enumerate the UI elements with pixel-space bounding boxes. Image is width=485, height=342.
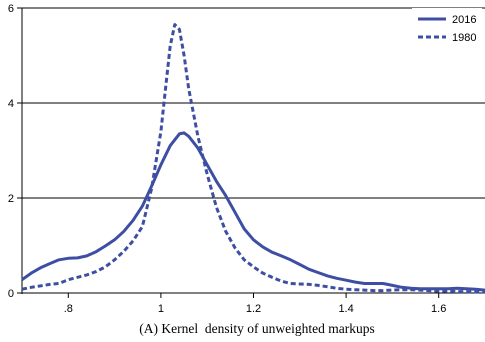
legend-box xyxy=(412,8,482,46)
series-line-2016 xyxy=(21,131,485,292)
x-tick-label-.8: .8 xyxy=(64,303,73,315)
y-tick-label-0: 0 xyxy=(8,288,14,300)
legend: 2016 1980 xyxy=(412,8,482,46)
x-tick-label-1.4: 1.4 xyxy=(338,303,353,315)
legend-label-1980: 1980 xyxy=(452,32,476,44)
series-line-1980 xyxy=(21,23,485,294)
y-tick-label-6: 6 xyxy=(8,3,14,15)
figure-caption: (A) Kernel density of unweighted markups xyxy=(139,321,374,336)
legend-label-2016: 2016 xyxy=(452,14,476,26)
y-tick-label-4: 4 xyxy=(8,98,14,110)
x-tick-label-1.6: 1.6 xyxy=(431,303,446,315)
axes: 0 2 4 6 .8 1 1.2 1.4 1.6 xyxy=(8,3,485,315)
gridlines xyxy=(22,7,485,199)
series-lines xyxy=(21,23,485,294)
x-tick-label-1: 1 xyxy=(158,303,164,315)
x-tick-label-1.2: 1.2 xyxy=(246,303,261,315)
y-tick-label-2: 2 xyxy=(8,193,14,205)
